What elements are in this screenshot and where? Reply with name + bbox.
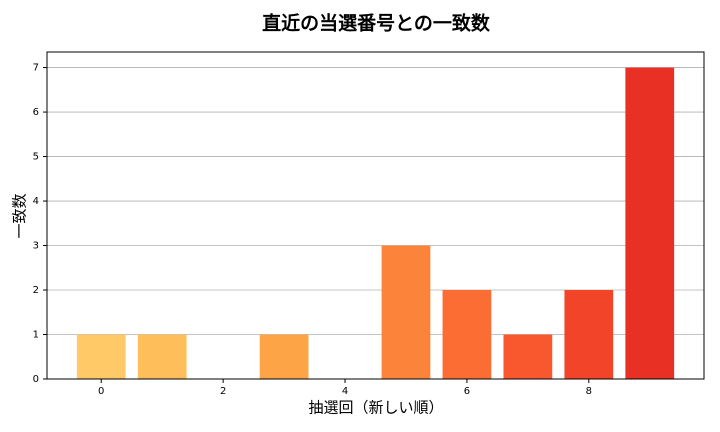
bar: [625, 67, 675, 380]
y-tick-label: 1: [33, 330, 39, 341]
chart-title: 直近の当選番号との一致数: [262, 12, 491, 35]
y-tick-label: 5: [33, 152, 39, 163]
x-tick-label: 0: [98, 386, 104, 397]
x-tick-label: 8: [586, 386, 592, 397]
y-tick-label: 7: [33, 63, 39, 74]
bar: [259, 334, 309, 379]
bar: [442, 290, 492, 379]
y-tick-label: 4: [33, 196, 39, 207]
y-axis-label: 一致数: [11, 193, 29, 238]
y-tick-label: 0: [33, 374, 39, 385]
x-axis-label: 抽選回（新しい順）: [308, 399, 443, 417]
bar: [137, 334, 187, 379]
y-tick-label: 3: [33, 241, 39, 252]
bar: [76, 334, 126, 379]
bar: [381, 245, 431, 379]
y-tick-label: 6: [33, 107, 39, 118]
x-tick-label: 2: [220, 386, 226, 397]
plot-frame: [46, 51, 705, 380]
x-tick-label: 6: [464, 386, 470, 397]
bar: [503, 334, 553, 379]
bar: [564, 290, 614, 379]
y-tick-label: 2: [33, 285, 39, 296]
x-tick-label: 4: [342, 386, 348, 397]
